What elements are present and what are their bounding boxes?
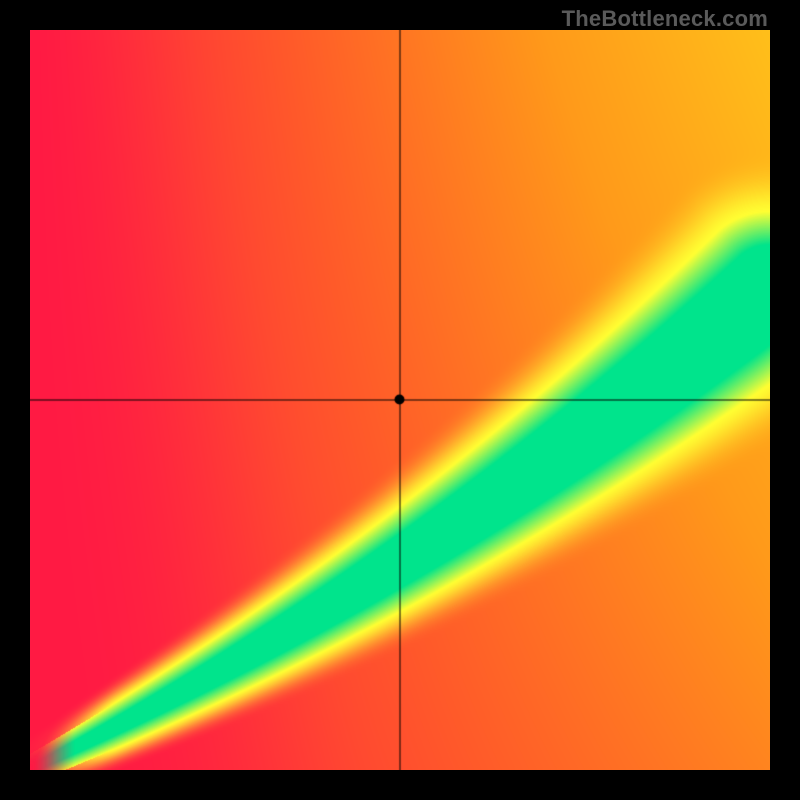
heatmap-canvas [30,30,770,770]
watermark-text: TheBottleneck.com [562,6,768,32]
chart-container: TheBottleneck.com [0,0,800,800]
